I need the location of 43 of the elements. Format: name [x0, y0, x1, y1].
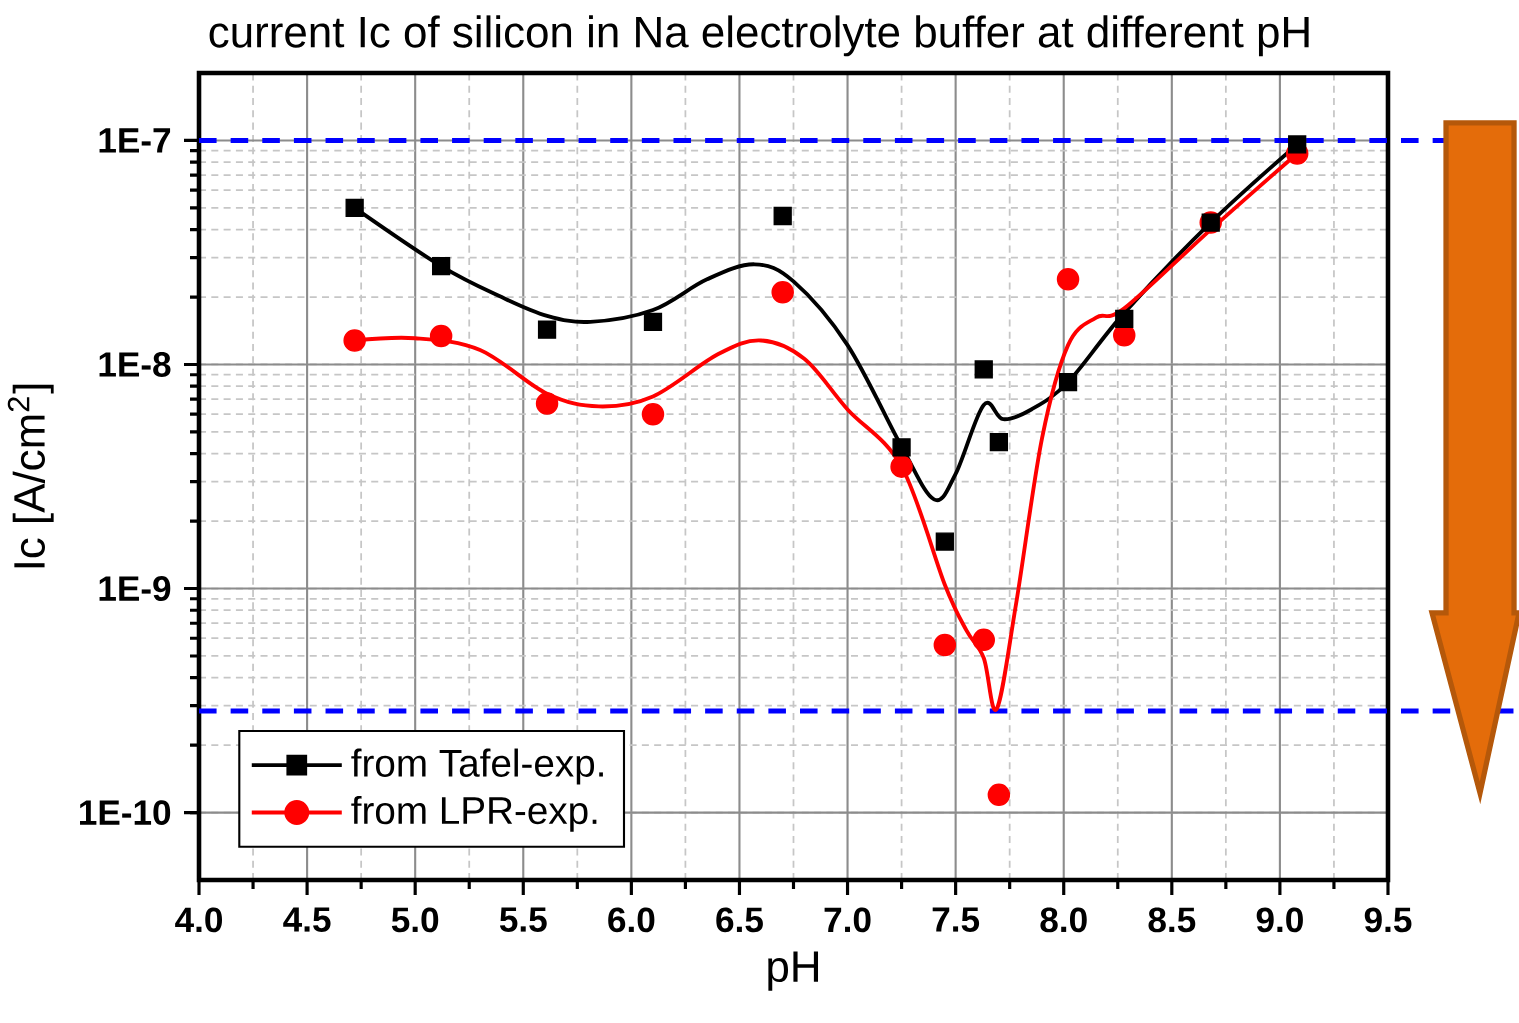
point — [535, 392, 559, 415]
x-tick-label: 5.0 — [391, 907, 439, 933]
x-tick-label: 4.0 — [175, 907, 223, 933]
point — [972, 628, 995, 652]
point — [773, 206, 792, 226]
point — [974, 360, 993, 379]
point — [429, 324, 453, 348]
point — [345, 198, 364, 218]
x-tick-label: 7.0 — [824, 907, 871, 933]
point — [431, 256, 451, 276]
point — [1056, 268, 1080, 291]
point — [935, 532, 954, 551]
point — [771, 281, 794, 304]
x-tick-label: 7.5 — [932, 907, 980, 932]
x-tick-label: 6.0 — [608, 907, 655, 933]
point — [641, 402, 665, 426]
point — [643, 312, 663, 331]
point — [989, 433, 1009, 452]
x-tick-label: 9.0 — [1256, 907, 1303, 933]
point — [1115, 309, 1134, 328]
point — [343, 329, 366, 352]
point — [987, 783, 1011, 807]
legend-label: from LPR-exp. — [351, 795, 597, 832]
y-tick-label: 1E-9 — [99, 576, 171, 601]
y-axis-title: Ic [A/cm$^{2}$] — [7, 384, 54, 568]
x-tick-label: 8.5 — [1148, 907, 1196, 933]
y-tick-label: 1E-8 — [99, 352, 171, 377]
x-tick-label: 6.5 — [716, 907, 763, 933]
chart-title: current Ic of silicon in Na electrolyte buffer at different pH — [209, 15, 1309, 57]
point — [933, 633, 957, 657]
legend-label: from Tafel-exp. — [351, 748, 603, 785]
x-tick-label: 8.0 — [1040, 907, 1087, 933]
point — [890, 455, 913, 478]
y-tick-label: 1E-7 — [99, 128, 171, 153]
x-tick-label: 4.5 — [283, 907, 331, 932]
point — [1288, 135, 1307, 154]
point — [537, 320, 557, 339]
x-tick-label: 5.5 — [499, 907, 547, 932]
point — [892, 438, 911, 457]
x-axis-title: pH — [768, 951, 819, 991]
y-tick-label: 1E-10 — [80, 800, 171, 825]
point — [1058, 372, 1078, 392]
x-tick-label: 9.5 — [1364, 907, 1412, 933]
